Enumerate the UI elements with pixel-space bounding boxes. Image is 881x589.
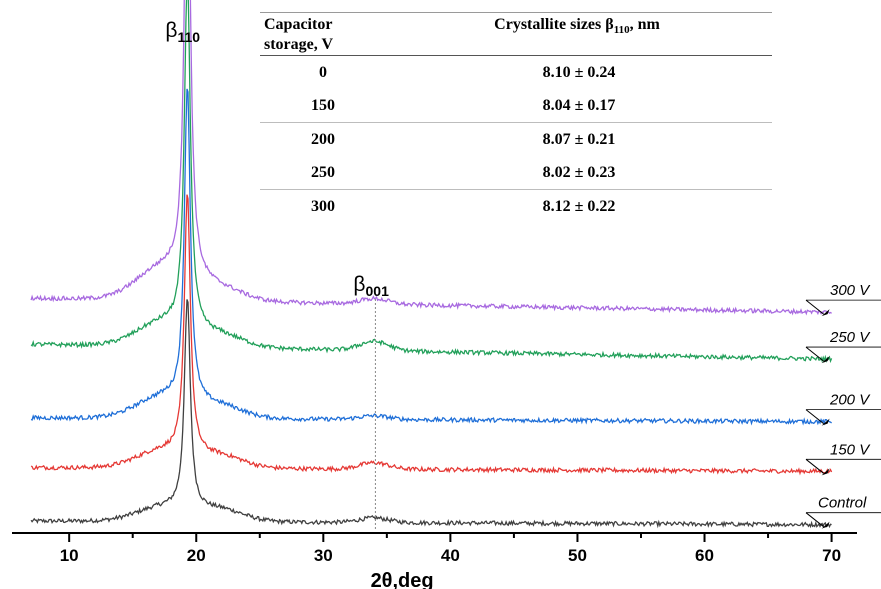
- x-tick-label: 20: [187, 546, 206, 565]
- size-cell: 8.02 ± 0.23: [542, 164, 616, 181]
- series-arrowhead: [821, 309, 830, 317]
- voltage-cell: 0: [319, 64, 327, 81]
- size-cell: 8.10 ± 0.24: [542, 64, 616, 81]
- voltage-cell: 300: [311, 198, 335, 215]
- x-tick-label: 70: [822, 546, 841, 565]
- voltage-cell: 200: [311, 131, 335, 148]
- voltage-cell: 250: [311, 164, 335, 181]
- header-capacitor-storage: Capacitor storage, V: [264, 16, 334, 53]
- header-crystallite-size: Crystallite sizes β110, nm: [494, 16, 660, 37]
- size-cell: 8.07 ± 0.21: [542, 131, 616, 148]
- series-arrowhead: [821, 356, 830, 364]
- series-leader-line: [805, 346, 824, 362]
- series-line: [30, 299, 832, 529]
- peak-annotation: β110: [165, 19, 200, 45]
- series-leader-line: [805, 512, 824, 528]
- x-tick-label: 60: [695, 546, 714, 565]
- x-tick-label: 30: [314, 546, 333, 565]
- series-arrowhead: [821, 468, 830, 476]
- table-row: 150 8.04 ± 0.17: [260, 89, 772, 123]
- peak-annotation: β001: [353, 273, 389, 299]
- x-axis-title: 2θ,deg: [371, 570, 434, 589]
- series-leader-line: [805, 458, 824, 474]
- table-header-row: Capacitor storage, V Crystallite sizes β…: [260, 12, 772, 56]
- x-tick-label: 40: [441, 546, 460, 565]
- series-label: 250 V: [829, 329, 871, 346]
- series-line: [30, 0, 832, 316]
- series-arrowhead: [821, 418, 830, 426]
- series-label: 150 V: [830, 441, 871, 458]
- series-layer: Control 150 V 200 V 250 V 300 V: [30, 0, 881, 529]
- voltage-cell: 150: [311, 97, 335, 114]
- series-label: 200 V: [829, 392, 871, 409]
- series-label: Control: [818, 495, 867, 512]
- table-row: 0 8.10 ± 0.24: [260, 56, 772, 90]
- series-arrowhead: [821, 521, 830, 529]
- size-cell: 8.04 ± 0.17: [542, 97, 616, 114]
- size-cell: 8.12 ± 0.22: [542, 198, 616, 215]
- table-row: 200 8.07 ± 0.21: [260, 123, 772, 157]
- table-row: 300 8.12 ± 0.22: [260, 190, 772, 224]
- series-leader-line: [805, 409, 824, 425]
- x-axis: 10 20 30 40 50 60 70 2θ,deg: [12, 532, 857, 589]
- table-row: 250 8.02 ± 0.23: [260, 156, 772, 190]
- series-label: 300 V: [830, 282, 871, 299]
- annotations: β110 β001: [165, 19, 389, 529]
- crystallite-size-table: Capacitor storage, V Crystallite sizes β…: [260, 12, 772, 223]
- series-line: [30, 194, 833, 476]
- series-line: [30, 0, 833, 364]
- x-tick-label: 10: [60, 546, 79, 565]
- series-leader-line: [805, 299, 824, 315]
- series-line: [30, 88, 833, 426]
- x-tick-label: 50: [568, 546, 587, 565]
